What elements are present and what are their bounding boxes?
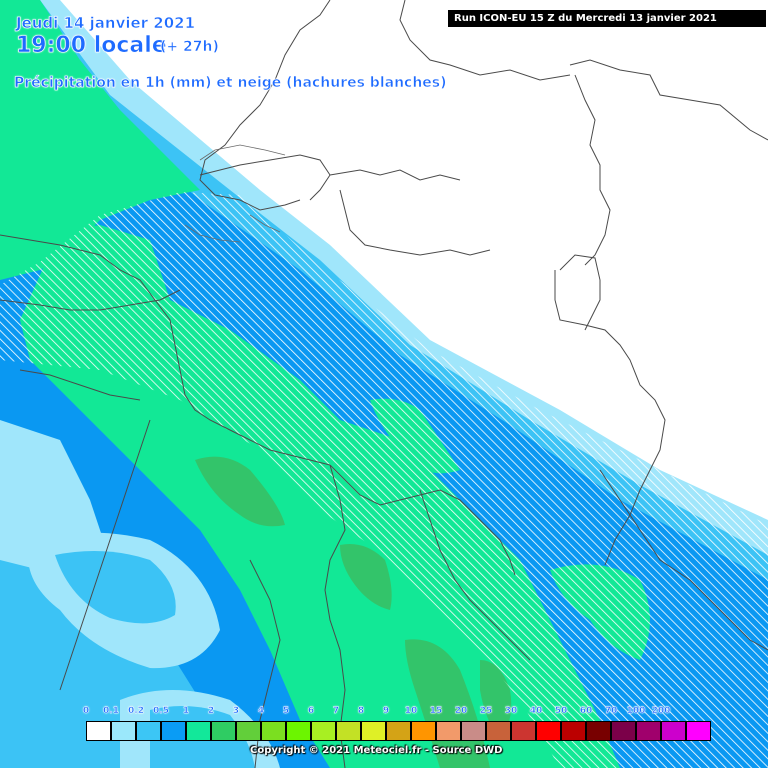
legend-swatch bbox=[161, 721, 186, 741]
precip-legend: 0 0.1 0.2 0.5 1 2 3 4 5 6 7 8 9 10 15 20 25 30 40 50 60 70 100… bbox=[83, 706, 711, 742]
legend-swatch bbox=[336, 721, 361, 741]
legend-tick-label: 0.2 bbox=[128, 706, 144, 716]
legend-tick-label: 6 bbox=[307, 706, 315, 716]
legend-tick-label: 9 bbox=[382, 706, 390, 716]
legend-swatch bbox=[411, 721, 436, 741]
legend-tick-label: 0.1 bbox=[103, 706, 119, 716]
forecast-date: Jeudi 14 janvier 2021 bbox=[16, 14, 196, 33]
legend-swatch bbox=[136, 721, 161, 741]
forecast-lead-time: (+ 27h) bbox=[160, 39, 219, 56]
legend-swatch bbox=[461, 721, 486, 741]
legend-tick-label: 5 bbox=[282, 706, 290, 716]
run-label: Run ICON-EU 15 Z du Mercredi 13 janvier … bbox=[448, 10, 766, 27]
legend-tick-label: 50 bbox=[554, 706, 568, 716]
legend-tick-label: 60 bbox=[579, 706, 593, 716]
precip-band-green-north bbox=[0, 0, 200, 280]
legend-swatch bbox=[386, 721, 411, 741]
legend-tick-label: 25 bbox=[479, 706, 493, 716]
legend-tick-label: 30 bbox=[504, 706, 518, 716]
legend-swatch bbox=[561, 721, 586, 741]
legend-tick-label: 3 bbox=[232, 706, 240, 716]
legend-tick-label: 10 bbox=[404, 706, 418, 716]
legend-swatch bbox=[661, 721, 686, 741]
legend-swatch bbox=[536, 721, 561, 741]
precip-cell-southwest-core bbox=[55, 551, 176, 624]
copyright-notice: Copyright © 2021 Meteociel.fr - Source D… bbox=[250, 745, 503, 756]
legend-swatch bbox=[311, 721, 336, 741]
map-subtitle: Précipitation en 1h (mm) et neige (hachu… bbox=[14, 75, 447, 92]
legend-tick-label: 200 bbox=[651, 706, 671, 716]
legend-tick-label: 100 bbox=[626, 706, 646, 716]
legend-tick-label: 20 bbox=[454, 706, 468, 716]
legend-swatch bbox=[111, 721, 136, 741]
legend-swatch bbox=[436, 721, 461, 741]
legend-swatch bbox=[286, 721, 311, 741]
legend-swatch bbox=[611, 721, 636, 741]
legend-swatch bbox=[236, 721, 261, 741]
legend-swatch bbox=[186, 721, 211, 741]
precip-core-dark-green-2 bbox=[340, 544, 392, 610]
legend-tick-label: 70 bbox=[604, 706, 618, 716]
legend-tick-label: 1 bbox=[182, 706, 190, 716]
legend-tick-label: 8 bbox=[357, 706, 365, 716]
legend-swatch bbox=[361, 721, 386, 741]
legend-swatch bbox=[486, 721, 511, 741]
legend-swatch bbox=[511, 721, 536, 741]
legend-tick-label: 4 bbox=[257, 706, 265, 716]
legend-tick-label: 0 bbox=[82, 706, 90, 716]
legend-swatch bbox=[86, 721, 111, 741]
legend-tick-label: 0.5 bbox=[153, 706, 169, 716]
snow-hatching-zone bbox=[0, 192, 768, 768]
legend-tick-label: 40 bbox=[529, 706, 543, 716]
legend-swatch bbox=[686, 721, 711, 741]
legend-tick-label: 15 bbox=[429, 706, 443, 716]
legend-swatch bbox=[211, 721, 236, 741]
coastline bbox=[184, 144, 286, 243]
legend-swatch bbox=[636, 721, 661, 741]
forecast-time: 19:00 locale bbox=[16, 33, 167, 59]
legend-tick-label: 7 bbox=[332, 706, 340, 716]
legend-tick-label: 2 bbox=[207, 706, 215, 716]
legend-swatch bbox=[261, 721, 286, 741]
precip-cell-southwest-light bbox=[0, 420, 110, 570]
precip-core-dark-green-1 bbox=[195, 456, 285, 527]
legend-swatch bbox=[586, 721, 611, 741]
